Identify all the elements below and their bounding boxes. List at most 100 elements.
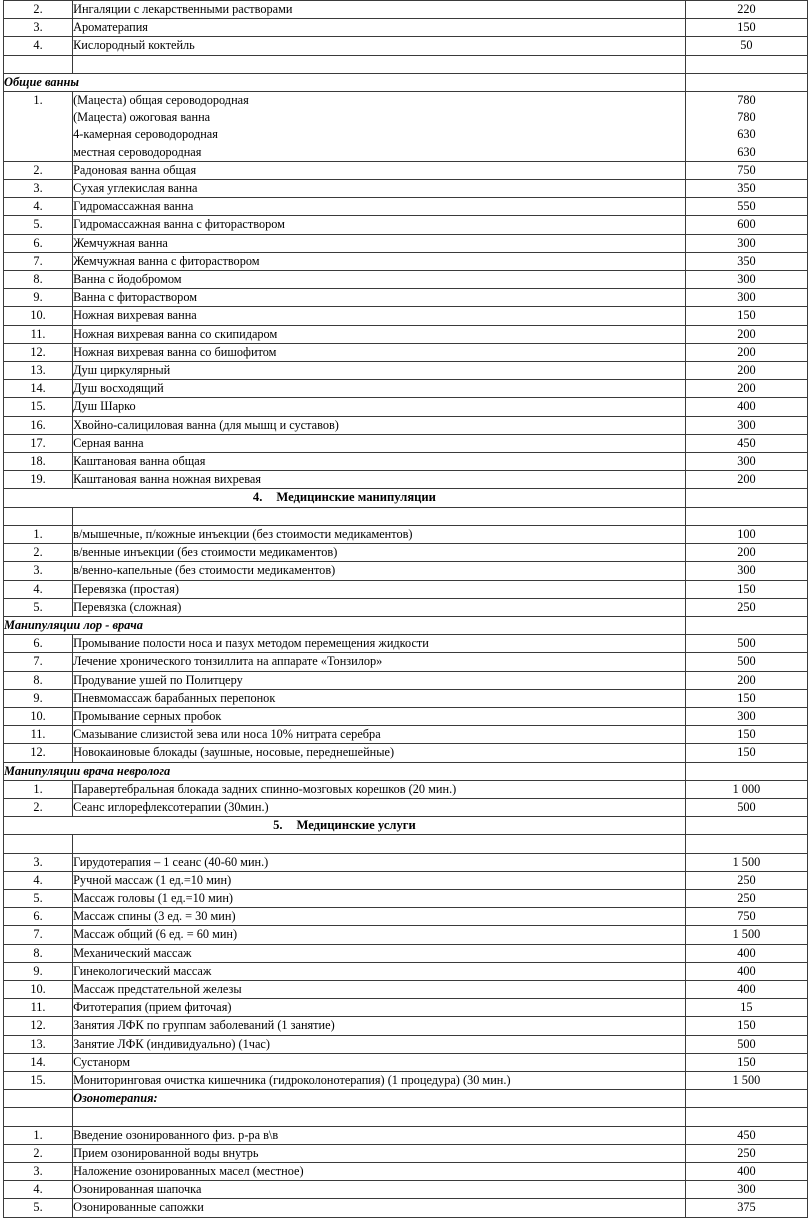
row-name: Промывание полости носа и пазух методом … bbox=[72, 634, 686, 654]
row-number: 18. bbox=[2, 452, 74, 472]
table-row: 14. Душ восходящий 200 bbox=[2, 379, 809, 399]
row-price: 250 bbox=[684, 597, 809, 617]
row-name: Массаж головы (1 ед.=10 мин) bbox=[72, 888, 686, 909]
row-name: Массаж предстательной железы bbox=[72, 979, 686, 1000]
spacer-cell-num bbox=[2, 834, 74, 854]
spacer-cell-num bbox=[2, 1107, 74, 1127]
row-name: Душ восходящий bbox=[72, 379, 686, 399]
row-price: 150 bbox=[684, 18, 809, 38]
table-row: 14. Сустанорм 150 bbox=[2, 1052, 809, 1072]
table-row: 8. Продувание ушей по Политцеру 200 bbox=[2, 670, 809, 690]
row-name: Прием озонированной воды внутрь bbox=[72, 1143, 686, 1164]
row-price: 300 bbox=[684, 1180, 809, 1200]
table-row: 15. Мониторинговая очистка кишечника (гид… bbox=[2, 1070, 809, 1091]
row-name: Фитотерапия (прием фиточая) bbox=[72, 998, 686, 1018]
table-row: 5. Гидромассажная ванна с фитораствором 60… bbox=[2, 215, 809, 235]
row-name: Промывание серных пробок bbox=[72, 706, 686, 727]
row-number: 1. bbox=[2, 1125, 74, 1145]
row-name-line: 4-камерная сероводородная bbox=[73, 127, 218, 142]
row-number: 7. bbox=[2, 251, 74, 272]
table-row: 11. Фитотерапия (прием фиточая) 15 bbox=[2, 998, 809, 1018]
row-price: 100 bbox=[684, 524, 809, 545]
row-number: 3. bbox=[2, 179, 74, 199]
row-number: 4. bbox=[2, 197, 74, 217]
table-row: 8. Ванна с йодобромом 300 bbox=[2, 270, 809, 290]
row-price: 550 bbox=[684, 197, 809, 217]
row-name: Наложение озонированных масел (местное) bbox=[72, 1161, 686, 1182]
row-number: 11. bbox=[2, 998, 74, 1018]
row-price: 50 bbox=[684, 36, 809, 56]
spacer-cell-num bbox=[2, 506, 74, 526]
row-number: 8. bbox=[2, 943, 74, 963]
subsection-header-row: Общие ванны bbox=[3, 72, 809, 93]
row-price: 150 bbox=[684, 306, 809, 326]
table-row: 4. Озонированная шапочка 300 bbox=[2, 1180, 809, 1200]
row-price: 250 bbox=[684, 1143, 809, 1164]
table-row: 13. Занятие ЛФК (индивидуально) (1час) 500 bbox=[2, 1034, 809, 1054]
row-name: Лечение хронического тонзиллита на аппар… bbox=[72, 652, 686, 672]
table-row: 17. Серная ванна 450 bbox=[2, 433, 809, 454]
row-name: Озонированная шапочка bbox=[72, 1180, 686, 1200]
row-number: 1. bbox=[2, 91, 74, 162]
subsection-header-row: Озонотерапия: bbox=[2, 1089, 809, 1109]
spacer-row bbox=[2, 834, 809, 854]
section-title: 4. Медицинские манипуляции bbox=[3, 488, 686, 508]
row-number: 16. bbox=[2, 415, 74, 435]
row-number: 13. bbox=[2, 1034, 74, 1054]
row-price-line: 780 bbox=[737, 110, 756, 125]
row-number: 14. bbox=[2, 379, 74, 399]
row-name: Гидромассажная ванна bbox=[72, 197, 686, 217]
row-name: Массаж общий (6 ед. = 60 мин) bbox=[72, 925, 686, 945]
row-number: 12. bbox=[2, 743, 74, 763]
table-row: 4. Ручной массаж (1 ед.=10 мин) 250 bbox=[2, 870, 809, 890]
spacer-cell-price bbox=[684, 506, 809, 526]
row-name: Ингаляции с лекарственными растворами bbox=[72, 0, 686, 20]
table-row: 12. Ножная вихревая ванна со бишофитом 200 bbox=[2, 342, 809, 363]
section-header-row: 5. Медицинские услуги bbox=[3, 816, 809, 836]
table-row: 3. Ароматерапия 150 bbox=[2, 18, 809, 38]
row-name: Перевязка (простая) bbox=[72, 579, 686, 599]
row-number: 9. bbox=[2, 688, 74, 708]
row-number: 9. bbox=[2, 288, 74, 308]
row-price: 750 bbox=[684, 907, 809, 927]
row-price-line: 780 bbox=[737, 93, 756, 108]
row-price: 300 bbox=[684, 452, 809, 472]
table-row: 7. Лечение хронического тонзиллита на апп… bbox=[2, 652, 809, 672]
row-price: 400 bbox=[684, 397, 809, 417]
row-number: 6. bbox=[2, 634, 74, 654]
row-price: 200 bbox=[684, 670, 809, 690]
table-row: 1. Введение озонированного физ. р-ра в\в 4… bbox=[2, 1125, 809, 1145]
row-name: Гирудотерапия – 1 сеанс (40-60 мин.) bbox=[72, 852, 686, 872]
row-name: Душ циркулярный bbox=[72, 361, 686, 381]
row-name: Жемчужная ванна с фитораствором bbox=[72, 251, 686, 272]
row-price: 450 bbox=[684, 433, 809, 454]
table-row: 7. Жемчужная ванна с фитораствором 350 bbox=[2, 251, 809, 272]
row-name: Серная ванна bbox=[72, 433, 686, 454]
table-row: 6. Массаж спины (3 ед. = 30 мин) 750 bbox=[2, 907, 809, 927]
section-number: 4. bbox=[252, 490, 263, 505]
row-price: 220 bbox=[684, 0, 809, 20]
row-name: Занятие ЛФК (индивидуально) (1час) bbox=[72, 1034, 686, 1054]
row-price: 200 bbox=[684, 324, 809, 344]
row-number: 11. bbox=[2, 725, 74, 745]
table-row: 1. Паравертебральная блокада задних спинн… bbox=[2, 779, 809, 799]
spacer-cell-name bbox=[72, 1107, 686, 1127]
row-number: 17. bbox=[2, 433, 74, 454]
table-row: 1. (Мацеста) общая сероводородная (Мацеста… bbox=[2, 91, 809, 162]
row-name: Ножная вихревая ванна со скипидаром bbox=[72, 324, 686, 344]
row-price: 150 bbox=[684, 1052, 809, 1072]
row-name: в/венные инъекции (без стоимости медикам… bbox=[72, 543, 686, 563]
row-price: 500 bbox=[684, 652, 809, 672]
row-number: 10. bbox=[2, 979, 74, 1000]
table-row: 2. в/венные инъекции (без стоимости медик… bbox=[2, 543, 809, 563]
row-number: 15. bbox=[2, 397, 74, 417]
row-price-line: 630 bbox=[737, 144, 756, 159]
row-price: 300 bbox=[684, 288, 809, 308]
row-number: 6. bbox=[2, 907, 74, 927]
row-name: в/мышечные, п/кожные инъекции (без стоим… bbox=[72, 524, 686, 545]
row-price: 500 bbox=[684, 634, 809, 654]
row-number: 2. bbox=[2, 1143, 74, 1164]
row-price: 300 bbox=[684, 415, 809, 435]
